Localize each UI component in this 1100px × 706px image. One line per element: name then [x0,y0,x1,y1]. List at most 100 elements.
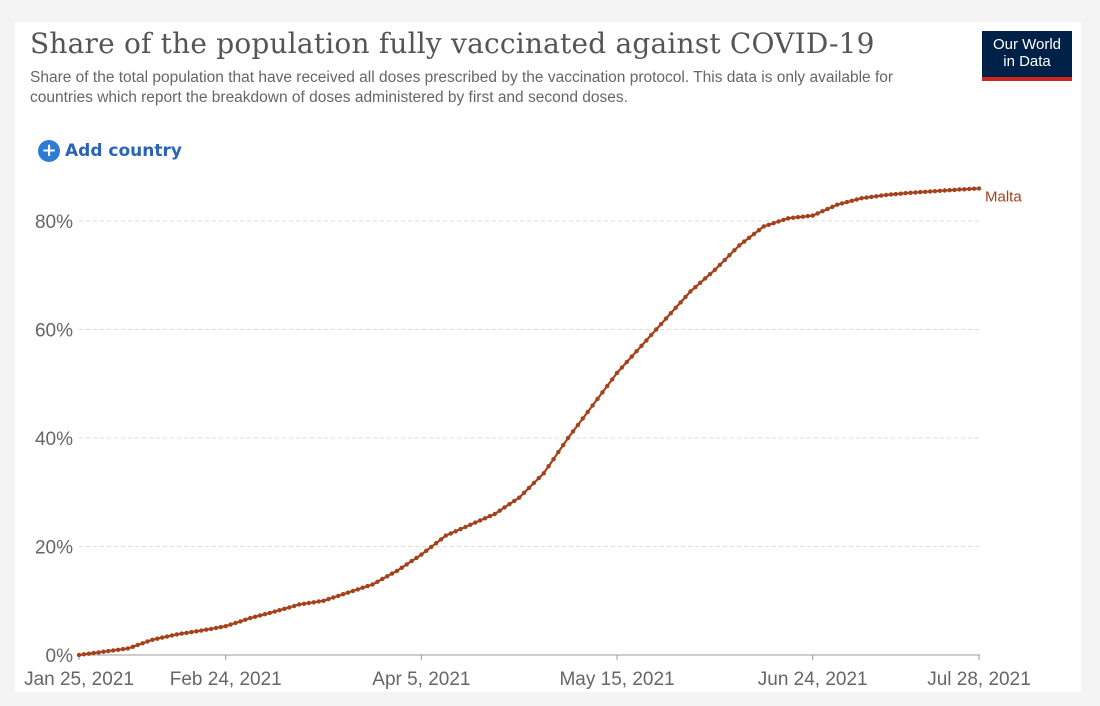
data-point [859,196,864,201]
data-point [683,294,688,300]
data-point [585,409,590,415]
data-point [111,648,116,653]
data-point [712,267,718,272]
data-point [526,485,532,491]
data-point [649,332,654,338]
data-point [825,206,830,212]
data-point [316,599,321,604]
data-point [145,639,150,644]
data-point [394,568,400,574]
data-point [722,257,727,263]
data-point [835,202,840,207]
data-point [551,457,556,462]
data-point [164,634,170,639]
data-point [786,216,791,221]
data-point [717,262,722,268]
data-point [419,552,424,557]
data-point [810,213,815,218]
y-tick-label: 0% [46,646,74,667]
data-point [86,651,92,656]
data-point [115,647,121,652]
add-country-button[interactable]: + Add country [38,140,182,162]
data-point [639,343,644,348]
data-point [194,629,199,634]
x-tick-label: Jul 28, 2021 [927,669,1031,690]
data-point [879,193,884,198]
data-point [805,213,810,219]
data-point [336,593,341,599]
data-point [355,587,360,592]
data-point [468,522,473,527]
data-point [854,197,859,202]
data-point [458,526,463,532]
data-point [624,359,629,365]
data-point [106,648,111,654]
data-point [296,602,302,607]
data-point [536,475,541,481]
series-end-label: Malta [985,188,1022,205]
data-point [849,198,854,203]
data-point [893,191,898,197]
data-point [580,416,585,421]
data-point [399,565,404,570]
data-point [614,370,620,376]
y-tick-label: 40% [35,429,73,450]
data-point [707,272,713,277]
data-point [169,633,175,638]
logo-line-1: Our World [992,36,1062,53]
data-point [179,631,184,636]
data-point [443,533,448,538]
data-point [517,495,522,500]
data-point [556,449,561,455]
data-point [340,592,346,597]
data-point [277,608,282,613]
data-point [125,646,131,651]
data-point [962,187,967,192]
data-point [668,311,673,316]
data-point [541,471,546,476]
data-point [727,253,732,258]
data-point [306,600,312,606]
y-tick-label: 80% [35,212,73,233]
data-point [565,435,571,441]
x-tick-label: Feb 24, 2021 [170,669,282,690]
x-tick-label: Apr 5, 2021 [372,669,470,690]
data-point [404,562,409,567]
data-point [702,276,708,281]
chart-subtitle: Share of the total population that have … [30,69,894,106]
data-point [389,571,395,576]
data-point [776,219,781,224]
data-point [301,601,307,606]
data-point [957,187,962,192]
data-point [350,588,356,594]
x-tick-label: Jun 24, 2021 [758,669,868,690]
data-point [360,585,365,590]
data-point [262,612,268,617]
data-point [869,194,874,200]
data-point [189,629,194,635]
data-point [331,595,336,600]
data-point [976,186,982,191]
data-point [218,624,223,630]
data-point [610,377,615,382]
data-point [91,650,96,656]
data-point [546,464,551,469]
data-point [673,305,678,310]
data-point [267,610,272,616]
data-point [370,582,375,587]
data-point [678,300,683,305]
owid-logo[interactable]: Our World in Data [982,31,1072,81]
data-point [243,617,248,622]
data-point [429,544,434,550]
data-point [971,186,977,191]
data-point [223,624,228,629]
data-point [688,289,693,294]
data-point [345,590,351,595]
data-point [644,338,649,343]
data-point [438,537,444,542]
data-point [844,199,850,205]
data-point [693,285,698,290]
data-point [874,194,879,199]
data-point [737,243,742,248]
